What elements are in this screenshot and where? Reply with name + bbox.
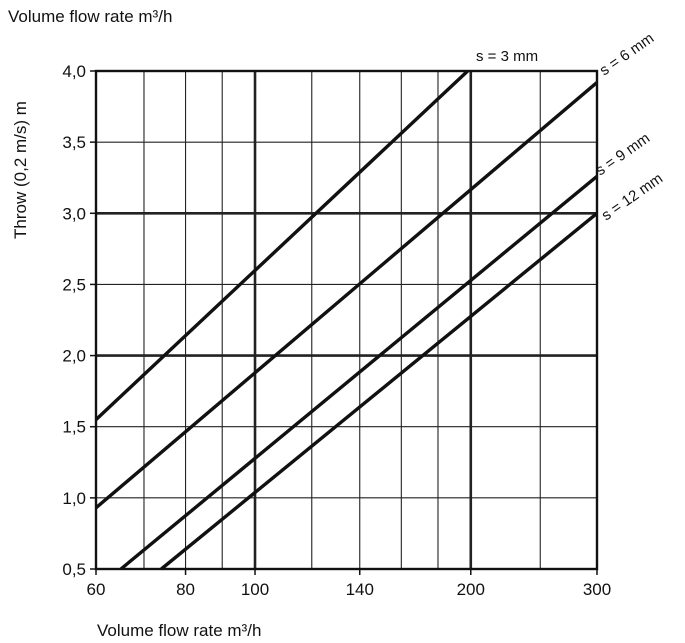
series-line-1: [94, 69, 469, 421]
series-label-3: s = 9 mm: [593, 130, 654, 180]
y-tick-label: 3,0: [62, 204, 86, 223]
series-line-4: [160, 211, 599, 571]
series-labels: s = 3 mm s = 6 mm s = 9 mms = 12 mm: [476, 30, 666, 225]
tick-labels: 0,5 1,0 1,5 2,0 2,5 3,0 3,5 4,0 60 80 100 140 200 300: [62, 62, 611, 599]
plot-frame: [94, 69, 599, 571]
top-axis-title: Volume flow rate m³/h: [8, 7, 172, 26]
x-tick-label: 200: [457, 580, 485, 599]
series-line-2: [94, 81, 599, 510]
series-label-1: s = 3 mm: [476, 48, 538, 65]
series-line-3: [119, 174, 599, 571]
y-tick-label: 2,0: [62, 347, 86, 366]
x-tick-label: 100: [241, 580, 269, 599]
series-lines: [94, 69, 599, 571]
y-tick-label: 1,0: [62, 489, 86, 508]
x-tick-label: 60: [87, 580, 106, 599]
x-tick-label: 300: [583, 580, 611, 599]
x-axis-title: Volume flow rate m³/h: [97, 621, 261, 640]
x-tick-label: 140: [346, 580, 374, 599]
y-tick-label: 3,5: [62, 133, 86, 152]
y-tick-label: 1,5: [62, 418, 86, 437]
y-tick-label: 0,5: [62, 560, 86, 579]
plot-border: [94, 69, 599, 571]
x-tick-label: 80: [176, 580, 195, 599]
series-label-4: s = 12 mm: [599, 170, 666, 224]
y-tick-label: 2,5: [62, 275, 86, 294]
series-label-2: s = 6 mm: [597, 30, 658, 80]
y-axis-title: Throw (0,2 m/s) m: [11, 101, 30, 239]
y-tick-label: 4,0: [62, 62, 86, 81]
